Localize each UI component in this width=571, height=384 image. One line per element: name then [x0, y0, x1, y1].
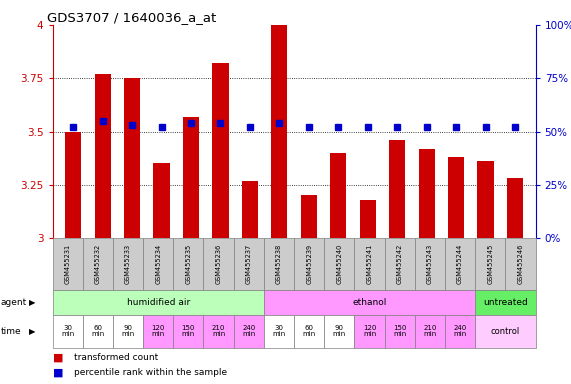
- Text: GSM455244: GSM455244: [457, 244, 463, 284]
- Bar: [212, 63, 228, 238]
- Text: GSM455232: GSM455232: [95, 244, 101, 284]
- Text: GSM455236: GSM455236: [216, 244, 222, 284]
- Bar: [389, 140, 405, 238]
- Text: agent: agent: [1, 298, 27, 307]
- Bar: [330, 153, 347, 238]
- Text: 240
min: 240 min: [242, 325, 255, 338]
- Text: GSM455242: GSM455242: [397, 244, 403, 284]
- Text: 90
min: 90 min: [122, 325, 135, 338]
- Bar: [448, 157, 464, 238]
- Text: transformed count: transformed count: [74, 353, 159, 362]
- Text: ▶: ▶: [29, 327, 35, 336]
- Bar: [360, 200, 376, 238]
- Bar: [154, 164, 170, 238]
- Bar: [419, 149, 435, 238]
- Text: ■: ■: [53, 368, 63, 378]
- Text: 120
min: 120 min: [151, 325, 165, 338]
- Text: ■: ■: [53, 353, 63, 363]
- Text: GSM455239: GSM455239: [306, 244, 312, 284]
- Text: GSM455234: GSM455234: [155, 244, 161, 284]
- Bar: [271, 25, 287, 238]
- Text: ethanol: ethanol: [352, 298, 387, 307]
- Text: 210
min: 210 min: [423, 325, 437, 338]
- Bar: [183, 117, 199, 238]
- Text: 150
min: 150 min: [393, 325, 407, 338]
- Text: GSM455237: GSM455237: [246, 244, 252, 284]
- Text: 120
min: 120 min: [363, 325, 376, 338]
- Text: 30
min: 30 min: [272, 325, 286, 338]
- Text: untreated: untreated: [483, 298, 528, 307]
- Text: 240
min: 240 min: [453, 325, 467, 338]
- Text: GDS3707 / 1640036_a_at: GDS3707 / 1640036_a_at: [47, 12, 216, 25]
- Text: percentile rank within the sample: percentile rank within the sample: [74, 369, 227, 377]
- Text: 90
min: 90 min: [333, 325, 346, 338]
- Text: GSM455240: GSM455240: [336, 244, 343, 284]
- Text: control: control: [491, 327, 520, 336]
- Text: 60
min: 60 min: [91, 325, 104, 338]
- Text: GSM455243: GSM455243: [427, 244, 433, 284]
- Text: time: time: [1, 327, 21, 336]
- Text: GSM455235: GSM455235: [186, 244, 191, 284]
- Text: humidified air: humidified air: [127, 298, 190, 307]
- Text: GSM455245: GSM455245: [487, 244, 493, 284]
- Bar: [65, 131, 81, 238]
- Bar: [95, 74, 111, 238]
- Text: GSM455246: GSM455246: [517, 244, 524, 284]
- Text: 30
min: 30 min: [61, 325, 74, 338]
- Bar: [242, 180, 258, 238]
- Bar: [301, 195, 317, 238]
- Bar: [507, 179, 523, 238]
- Text: GSM455231: GSM455231: [65, 244, 71, 284]
- Text: GSM455241: GSM455241: [367, 244, 372, 284]
- Text: ▶: ▶: [29, 298, 35, 307]
- Text: 210
min: 210 min: [212, 325, 226, 338]
- Text: GSM455238: GSM455238: [276, 244, 282, 284]
- Text: 60
min: 60 min: [303, 325, 316, 338]
- Text: 150
min: 150 min: [182, 325, 195, 338]
- Bar: [477, 161, 493, 238]
- Bar: [124, 78, 140, 238]
- Text: GSM455233: GSM455233: [125, 244, 131, 284]
